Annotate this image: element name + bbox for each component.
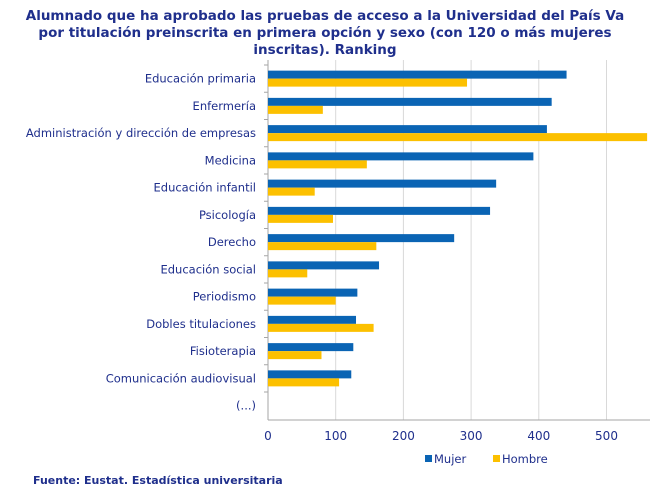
- category-label: Administración y dirección de empresas: [26, 126, 256, 140]
- x-tick-label: 0: [264, 429, 272, 443]
- x-tick-label: 200: [392, 429, 415, 443]
- legend-label: Mujer: [434, 452, 466, 466]
- bar-hombre: [268, 214, 333, 223]
- category-label: Educación social: [160, 262, 256, 276]
- bar-mujer: [268, 315, 357, 324]
- category-label: Derecho: [208, 235, 256, 249]
- bar-hombre: [268, 160, 367, 169]
- bar-hombre: [268, 378, 340, 387]
- category-label: Educación infantil: [154, 181, 257, 195]
- category-label: Dobles titulaciones: [146, 317, 256, 331]
- category-label: (...): [236, 399, 256, 413]
- bar-mujer: [268, 97, 552, 106]
- bar-mujer: [268, 234, 455, 243]
- bar-mujer: [268, 125, 547, 134]
- x-tick-label: 100: [324, 429, 347, 443]
- x-tick-label: 500: [595, 429, 618, 443]
- bar-hombre: [268, 133, 648, 142]
- bar-mujer: [268, 179, 497, 188]
- bar-hombre: [268, 296, 336, 305]
- bar-hombre: [268, 242, 377, 251]
- bar-mujer: [268, 370, 352, 379]
- bar-mujer: [268, 261, 380, 270]
- legend-label: Hombre: [502, 452, 548, 466]
- legend-swatch: [493, 455, 500, 462]
- legend-swatch: [425, 455, 432, 462]
- category-label: Fisioterapia: [190, 344, 256, 358]
- bar-mujer: [268, 343, 354, 352]
- bar-mujer: [268, 70, 567, 79]
- chart-title: Alumnado que ha aprobado las pruebas de …: [0, 8, 650, 59]
- category-label: Medicina: [205, 153, 256, 167]
- x-tick-label: 300: [460, 429, 483, 443]
- category-label: Comunicación audiovisual: [106, 371, 256, 385]
- title-line-3: inscritas). Ranking: [253, 42, 397, 58]
- bar-mujer: [268, 288, 358, 297]
- bar-mujer: [268, 206, 491, 215]
- title-line-1: Alumnado que ha aprobado las pruebas de …: [25, 8, 625, 24]
- category-label: Enfermería: [193, 99, 256, 113]
- title-line-2: por titulación preinscrita en primera op…: [38, 25, 612, 41]
- category-label: Educación primaria: [145, 72, 256, 86]
- bar-hombre: [268, 187, 315, 196]
- bar-hombre: [268, 323, 374, 332]
- bar-hombre: [268, 105, 323, 114]
- bar-mujer: [268, 152, 534, 161]
- bar-hombre: [268, 351, 322, 360]
- bar-hombre: [268, 78, 468, 87]
- bar-hombre: [268, 269, 308, 278]
- x-tick-label: 400: [527, 429, 550, 443]
- category-label: Periodismo: [193, 290, 256, 304]
- source-note: Fuente: Eustat. Estadística universitari…: [33, 474, 283, 487]
- category-label: Psicología: [199, 208, 256, 222]
